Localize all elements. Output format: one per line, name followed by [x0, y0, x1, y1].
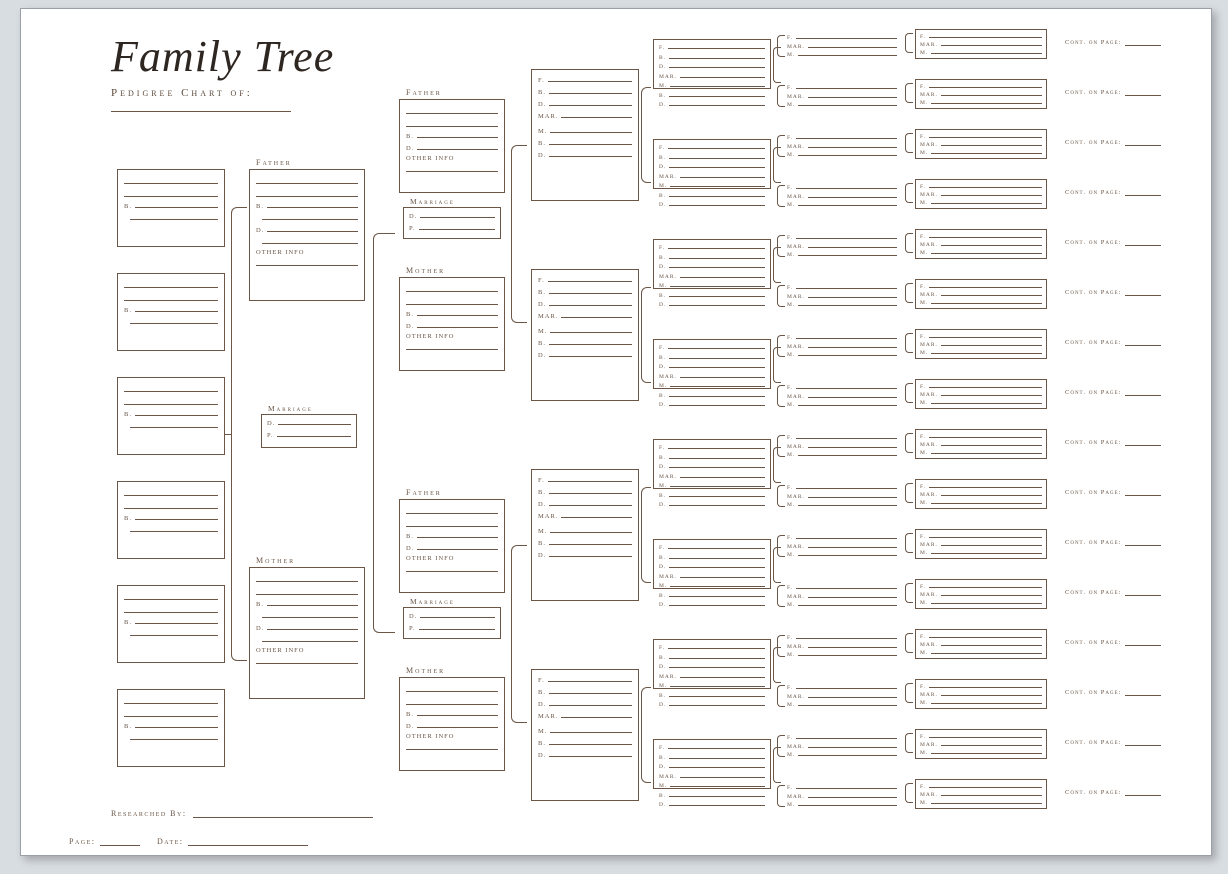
bracket-g1-g2	[373, 233, 395, 633]
gen6-pair-12[interactable]: F. mar. M.	[915, 629, 1047, 659]
pedigree-sheet: Family Tree Pedigree Chart of: B. B. B. …	[20, 8, 1212, 856]
gen2-0-father[interactable]: Father B. D. Other Info	[399, 99, 505, 193]
gen6-pair-4[interactable]: F. mar. M.	[915, 229, 1047, 259]
gen4-box-1[interactable]: F. B. D. mar. M. B. D.	[653, 139, 771, 189]
gen6-pair-6[interactable]: F. mar. M.	[915, 329, 1047, 359]
gen5-box-5[interactable]: F. mar. M.	[787, 283, 897, 317]
mother-label: Mother	[254, 556, 297, 565]
gen6-pair-3[interactable]: F. mar. M.	[915, 179, 1047, 209]
gen0-box-0[interactable]: B.	[117, 169, 225, 247]
gen5-box-10[interactable]: F. mar. M.	[787, 533, 897, 567]
gen1-mother-box[interactable]: Mother B. D. Other Info	[249, 567, 365, 699]
cont-on-page-15[interactable]: Cont. on Page:	[1065, 789, 1161, 796]
cont-on-page-6[interactable]: Cont. on Page:	[1065, 339, 1161, 346]
gen6-pair-7[interactable]: F. mar. M.	[915, 379, 1047, 409]
bracket-g0-g1	[231, 207, 247, 661]
gen4-box-2[interactable]: F. B. D. mar. M. B. D.	[653, 239, 771, 289]
page-date[interactable]: Page: Date:	[69, 837, 308, 846]
gen0-box-2[interactable]: B.	[117, 377, 225, 455]
gen2-1-father[interactable]: Father B. D. Other Info	[399, 499, 505, 593]
gen0-box-1[interactable]: B.	[117, 273, 225, 351]
gen4-box-7[interactable]: F. B. D. mar. M. B. D.	[653, 739, 771, 789]
gen5-box-3[interactable]: F. mar. M.	[787, 183, 897, 217]
gen5-box-11[interactable]: F. mar. M.	[787, 583, 897, 617]
page-title: Family Tree	[111, 31, 334, 82]
cont-on-page-4[interactable]: Cont. on Page:	[1065, 239, 1161, 246]
gen4-box-6[interactable]: F. B. D. mar. M. B. D.	[653, 639, 771, 689]
gen2-1-mother[interactable]: Mother B. D. Other Info	[399, 677, 505, 771]
cont-on-page-13[interactable]: Cont. on Page:	[1065, 689, 1161, 696]
gen5-box-2[interactable]: F. mar. M.	[787, 133, 897, 167]
gen5-box-7[interactable]: F. mar. M.	[787, 383, 897, 417]
gen6-pair-14[interactable]: F. mar. M.	[915, 729, 1047, 759]
gen5-box-0[interactable]: F. mar. M.	[787, 33, 897, 67]
gen6-pair-15[interactable]: F. mar. M.	[915, 779, 1047, 809]
gen1-marriage-box[interactable]: Marriage D. P.	[261, 414, 357, 448]
cont-on-page-2[interactable]: Cont. on Page:	[1065, 139, 1161, 146]
gen5-box-4[interactable]: F. mar. M.	[787, 233, 897, 267]
cont-on-page-12[interactable]: Cont. on Page:	[1065, 639, 1161, 646]
gen4-box-5[interactable]: F. B. D. mar. M. B. D.	[653, 539, 771, 589]
cont-on-page-14[interactable]: Cont. on Page:	[1065, 739, 1161, 746]
cont-on-page-9[interactable]: Cont. on Page:	[1065, 489, 1161, 496]
gen4-box-0[interactable]: F. B. D. mar. M. B. D.	[653, 39, 771, 89]
gen5-box-13[interactable]: F. mar. M.	[787, 683, 897, 717]
gen6-pair-11[interactable]: F. mar. M.	[915, 579, 1047, 609]
gen0-box-5[interactable]: B.	[117, 689, 225, 767]
father-label: Father	[254, 158, 294, 167]
gen6-pair-1[interactable]: F. mar. M.	[915, 79, 1047, 109]
gen6-pair-8[interactable]: F. mar. M.	[915, 429, 1047, 459]
researched-by[interactable]: Researched By:	[111, 809, 373, 818]
gen3-box-0[interactable]: F. B. D. mar. M. B. D.	[531, 69, 639, 201]
gen2-0-marriage[interactable]: Marriage D. P.	[403, 207, 501, 239]
gen2-1-marriage[interactable]: Marriage D. P.	[403, 607, 501, 639]
gen5-box-14[interactable]: F. mar. M.	[787, 733, 897, 767]
cont-on-page-8[interactable]: Cont. on Page:	[1065, 439, 1161, 446]
gen6-pair-13[interactable]: F. mar. M.	[915, 679, 1047, 709]
gen6-pair-9[interactable]: F. mar. M.	[915, 479, 1047, 509]
gen1-father-box[interactable]: Father B. D. Other Info	[249, 169, 365, 301]
gen2-0-mother[interactable]: Mother B. D. Other Info	[399, 277, 505, 371]
gen0-box-4[interactable]: B.	[117, 585, 225, 663]
cont-on-page-11[interactable]: Cont. on Page:	[1065, 589, 1161, 596]
gen0-box-3[interactable]: B.	[117, 481, 225, 559]
gen6-pair-0[interactable]: F. mar. M.	[915, 29, 1047, 59]
gen5-box-12[interactable]: F. mar. M.	[787, 633, 897, 667]
gen3-box-1[interactable]: F. B. D. mar. M. B. D.	[531, 269, 639, 401]
gen3-box-2[interactable]: F. B. D. mar. M. B. D.	[531, 469, 639, 601]
gen6-pair-5[interactable]: F. mar. M.	[915, 279, 1047, 309]
cont-on-page-0[interactable]: Cont. on Page:	[1065, 39, 1161, 46]
gen4-box-3[interactable]: F. B. D. mar. M. B. D.	[653, 339, 771, 389]
cont-on-page-1[interactable]: Cont. on Page:	[1065, 89, 1161, 96]
gen5-box-1[interactable]: F. mar. M.	[787, 83, 897, 117]
marriage-label: Marriage	[266, 404, 315, 413]
cont-on-page-7[interactable]: Cont. on Page:	[1065, 389, 1161, 396]
gen5-box-8[interactable]: F. mar. M.	[787, 433, 897, 467]
gen5-box-15[interactable]: F. mar. M.	[787, 783, 897, 817]
gen6-pair-10[interactable]: F. mar. M.	[915, 529, 1047, 559]
cont-on-page-10[interactable]: Cont. on Page:	[1065, 539, 1161, 546]
gen6-pair-2[interactable]: F. mar. M.	[915, 129, 1047, 159]
subject-name-line[interactable]	[111, 111, 291, 112]
gen3-box-3[interactable]: F. B. D. mar. M. B. D.	[531, 669, 639, 801]
gen5-box-9[interactable]: F. mar. M.	[787, 483, 897, 517]
gen5-box-6[interactable]: F. mar. M.	[787, 333, 897, 367]
page-subtitle: Pedigree Chart of:	[111, 87, 253, 99]
cont-on-page-5[interactable]: Cont. on Page:	[1065, 289, 1161, 296]
gen4-box-4[interactable]: F. B. D. mar. M. B. D.	[653, 439, 771, 489]
cont-on-page-3[interactable]: Cont. on Page:	[1065, 189, 1161, 196]
